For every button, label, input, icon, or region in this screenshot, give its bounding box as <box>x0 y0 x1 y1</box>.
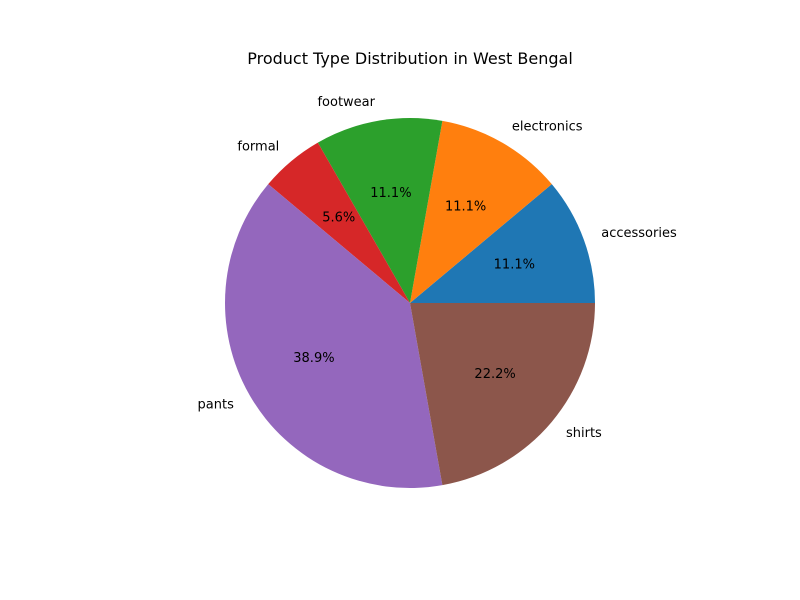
slice-percent-formal: 5.6% <box>322 210 355 225</box>
slice-label-formal: formal <box>237 140 279 155</box>
pie-slice-electronics <box>410 120 552 303</box>
slice-percent-electronics: 11.1% <box>445 199 486 214</box>
slice-percent-accessories: 11.1% <box>494 258 535 273</box>
pie-slice-footwear <box>317 118 443 303</box>
slice-label-footwear: footwear <box>317 95 375 110</box>
pie-slice-pants <box>225 184 443 488</box>
pie-labels: accessories 11.1% electronics 11.1% footwear… <box>198 95 677 441</box>
slice-percent-pants: 38.9% <box>293 351 334 366</box>
pie-slice-shirts <box>410 303 595 486</box>
pie-slices <box>225 118 595 488</box>
slice-label-pants: pants <box>198 397 235 412</box>
slice-label-shirts: shirts <box>566 426 602 441</box>
pie-slice-formal <box>268 142 410 303</box>
pie-slice-accessories <box>410 184 595 303</box>
slice-percent-footwear: 11.1% <box>370 186 411 201</box>
slice-label-electronics: electronics <box>512 119 583 134</box>
slice-percent-shirts: 22.2% <box>474 367 515 382</box>
slice-label-accessories: accessories <box>601 226 677 241</box>
chart-title: Product Type Distribution in West Bengal <box>247 49 573 68</box>
